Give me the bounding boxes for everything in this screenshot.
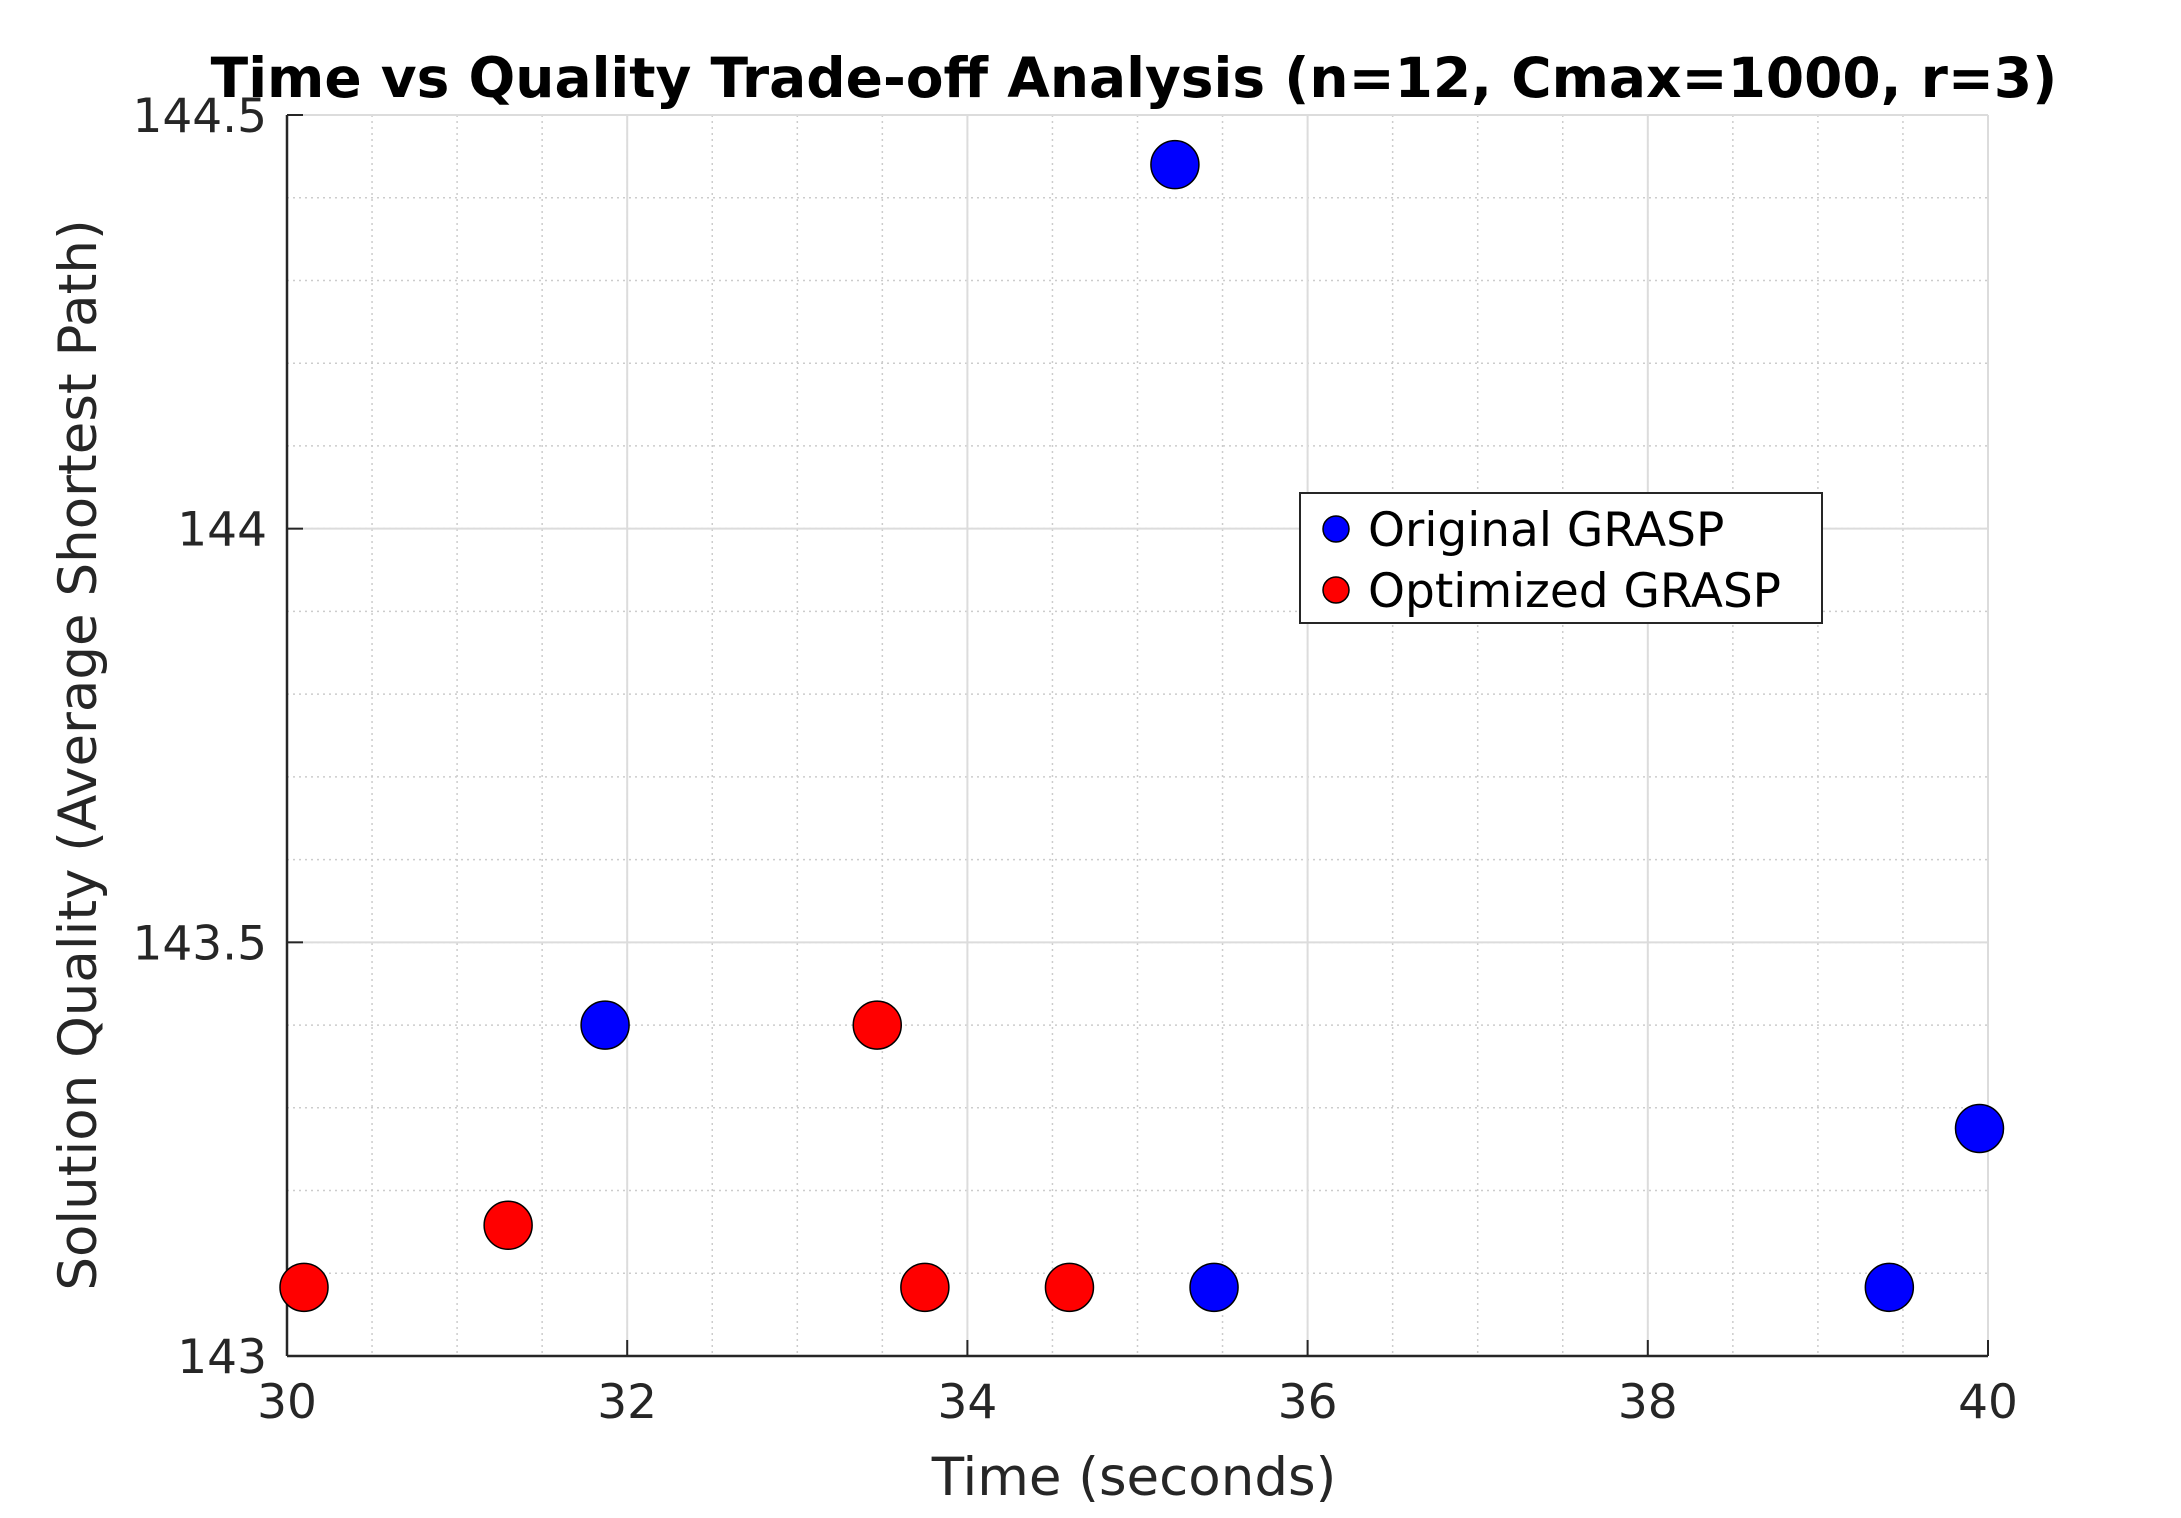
- optimized-grasp-point: [279, 1262, 329, 1313]
- original-grasp-point: [1189, 1262, 1239, 1313]
- legend-label-optimized: Optimized GRASP: [1368, 564, 1781, 619]
- x-tick-label: 36: [1278, 1375, 1338, 1430]
- legend-marker-optimized: [1322, 576, 1350, 604]
- legend-marker-original: [1322, 515, 1350, 543]
- y-tick-label: 143: [177, 1330, 267, 1385]
- x-tick-label: 34: [937, 1375, 997, 1430]
- data-points: [279, 139, 2005, 1313]
- optimized-grasp-point: [1044, 1262, 1095, 1313]
- optimized-grasp-point: [483, 1200, 533, 1251]
- original-grasp-point: [580, 1000, 630, 1050]
- y-axis-ticks: 143 143.5 144 144.5: [132, 89, 303, 1385]
- x-axis-ticks: 30 32 34 36 38 40: [257, 1340, 2018, 1430]
- x-tick-label: 32: [597, 1375, 657, 1430]
- original-grasp-point: [1150, 139, 1200, 190]
- x-tick-label: 30: [257, 1375, 317, 1430]
- legend-box: [1299, 492, 1823, 624]
- chart-title: Time vs Quality Trade-off Analysis (n=12…: [211, 46, 2058, 110]
- axes-frame: [285, 115, 1988, 1358]
- optimized-grasp-point: [852, 1000, 902, 1050]
- y-tick-label: 144: [177, 503, 267, 558]
- y-axis-label: Solution Quality (Average Shortest Path): [48, 219, 109, 1290]
- x-tick-label: 38: [1618, 1375, 1678, 1430]
- optimized-grasp-point: [900, 1262, 950, 1313]
- y-tick-label: 143.5: [132, 916, 267, 971]
- y-tick-label: 144.5: [132, 89, 267, 144]
- legend-label-original: Original GRASP: [1368, 503, 1724, 558]
- original-grasp-point: [1954, 1103, 2005, 1154]
- original-grasp-point: [1864, 1262, 1915, 1313]
- legend: Original GRASP Optimized GRASP: [1299, 492, 1823, 624]
- x-axis-label: Time (seconds): [931, 1447, 1337, 1508]
- x-tick-label: 40: [1958, 1375, 2018, 1430]
